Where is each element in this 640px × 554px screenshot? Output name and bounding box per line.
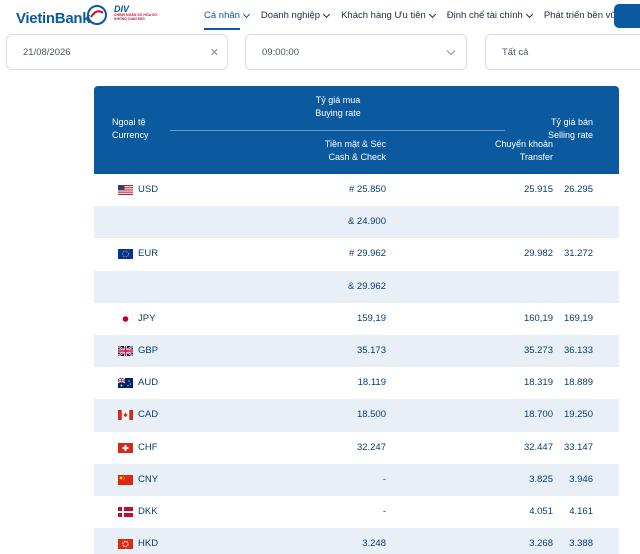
cash-rate: 18.500 xyxy=(356,409,386,421)
header-selling-rate: Tỷ giá bán Selling rate xyxy=(547,117,593,140)
table-row: USD # 25.850 25.915 26.295 xyxy=(94,174,619,206)
currency-code: CNY xyxy=(138,473,159,485)
selling-rate: 3.946 xyxy=(569,473,593,485)
transfer-rate: 25.915 xyxy=(523,184,553,195)
transfer-rate: 4.051 xyxy=(529,505,553,517)
header-cash-check: Tiền mặt & Séc Cash & Check xyxy=(324,139,386,162)
cash-rate: # 29.962 xyxy=(349,248,386,260)
table-row: EUR # 29.962 29.982 31.272 xyxy=(94,238,619,270)
selling-rate: 3.388 xyxy=(569,538,593,550)
time-value: 09:00:00 xyxy=(262,46,299,58)
currency-code: JPY xyxy=(138,312,156,324)
transfer-rate: 3.268 xyxy=(529,538,553,550)
selling-rate: 169,19 xyxy=(563,312,593,324)
cash-rate: 35.173 xyxy=(356,344,386,356)
transfer-rate: 29.982 xyxy=(523,248,553,260)
cash-rate: & 24.900 xyxy=(347,216,386,228)
table-row: HKD 3.248 3.268 3.388 xyxy=(94,528,619,554)
date-value: 21/08/2026 xyxy=(23,46,71,58)
logo-swirl-icon xyxy=(87,5,107,25)
table-row: DKK - 4.051 4.161 xyxy=(94,496,619,528)
transfer-rate: 160,19 xyxy=(523,312,553,324)
eu-flag-icon xyxy=(118,249,133,260)
table-row: JPY 159,19 160,19 169,19 xyxy=(94,303,619,335)
currency-value: Tất cả xyxy=(502,46,529,58)
cash-rate: 18.119 xyxy=(357,377,386,389)
currency-select[interactable]: Tất cả xyxy=(485,34,640,70)
header-action-button[interactable] xyxy=(614,4,640,28)
main-nav: Cá nhân Doanh nghiệp Khách hàng Ưu tiên … xyxy=(204,10,640,21)
chevron-down-icon xyxy=(428,10,436,18)
table-row: AUD 18.119 18.319 18.889 xyxy=(94,367,619,399)
vietinbank-logo[interactable]: VietinBank DIV CHÍNH NGÂN SỐ HÓA SỐ KHÔN… xyxy=(14,4,164,30)
au-flag-icon xyxy=(118,378,133,389)
currency-code: EUR xyxy=(138,248,159,260)
selling-rate: 19.250 xyxy=(563,409,593,421)
transfer-rate: 32.447 xyxy=(523,441,553,453)
cash-rate: & 29.962 xyxy=(347,280,386,292)
cash-rate: 32.247 xyxy=(356,441,386,453)
selling-rate: 26.295 xyxy=(563,184,593,195)
selling-rate: 31.272 xyxy=(563,248,593,260)
selling-rate: 33.147 xyxy=(563,441,593,453)
gb-flag-icon xyxy=(118,345,133,356)
ca-flag-icon xyxy=(118,410,133,421)
table-body: USD # 25.850 25.915 26.295 & 24.900 EUR # 29.9… xyxy=(94,174,619,554)
table-row: & 29.962 xyxy=(94,270,619,303)
cash-rate: 159,19 xyxy=(356,312,386,324)
transfer-rate: 18.319 xyxy=(523,377,553,389)
currency-code: GBP xyxy=(138,344,159,356)
chevron-down-icon xyxy=(446,46,456,56)
currency-code: CHF xyxy=(138,441,158,453)
nav-item-ca-nhan[interactable]: Cá nhân xyxy=(204,10,250,21)
currency-code: AUD xyxy=(138,377,159,389)
top-header: VietinBank DIV CHÍNH NGÂN SỐ HÓA SỐ KHÔN… xyxy=(0,0,640,32)
table-header: Ngoại tệ Currency Tỷ giá mua Buying rate T… xyxy=(94,86,619,174)
selling-rate: 4.161 xyxy=(569,505,593,517)
nav-item-doanh-nghiep[interactable]: Doanh nghiệp xyxy=(261,10,331,21)
header-buying-rate: Tỷ giá mua Buying rate xyxy=(315,95,361,118)
cash-rate: - xyxy=(382,473,386,485)
header-transfer: Chuyển khoản Transfer xyxy=(494,139,553,162)
header-currency: Ngoại tệ Currency xyxy=(112,117,149,140)
jp-flag-icon xyxy=(118,313,133,324)
currency-code: CAD xyxy=(138,409,159,421)
nav-item-dinh-che-tai-chinh[interactable]: Định chế tài chính xyxy=(447,10,533,21)
header-divider xyxy=(170,130,505,131)
nav-item-khach-hang-uu-tien[interactable]: Khách hàng Ưu tiên xyxy=(341,10,436,21)
clear-icon[interactable]: ✕ xyxy=(209,47,219,59)
transfer-rate: 18.700 xyxy=(523,409,553,421)
hk-flag-icon xyxy=(118,539,133,550)
us-flag-icon xyxy=(118,185,133,195)
cash-rate: 3.248 xyxy=(362,538,386,550)
currency-code: HKD xyxy=(138,538,159,550)
logo-wordmark: VietinBank xyxy=(16,10,91,27)
table-row: GBP 35.173 35.273 36.133 xyxy=(94,334,619,368)
ch-flag-icon xyxy=(118,442,133,453)
table-row: & 24.900 xyxy=(94,206,619,239)
currency-code: DKK xyxy=(138,505,158,517)
chevron-down-icon xyxy=(323,10,331,18)
chevron-down-icon xyxy=(242,10,250,18)
time-select[interactable]: 09:00:00 xyxy=(245,34,467,70)
table-row: CHF 32.247 32.447 33.147 xyxy=(94,432,619,464)
selling-rate: 18.889 xyxy=(563,377,593,389)
cash-rate: - xyxy=(382,505,386,517)
currency-code: USD xyxy=(138,184,159,195)
cn-flag-icon xyxy=(118,474,133,485)
transfer-rate: 35.273 xyxy=(523,344,553,356)
table-row: CNY - 3.825 3.946 xyxy=(94,463,619,496)
nav-item-phat-trien-ben-vung[interactable]: Phát triển bền vững xyxy=(544,10,638,21)
nav-active-indicator xyxy=(204,28,240,30)
div-badge-subtitle: CHÍNH NGÂN SỐ HÓA SỐ KHÔNG GIAN MỚI xyxy=(114,13,158,21)
date-input[interactable]: 21/08/2026 ✕ xyxy=(6,34,228,70)
transfer-rate: 3.825 xyxy=(529,473,553,485)
div-badge: DIV xyxy=(114,4,130,14)
table-row: CAD 18.500 18.700 19.250 xyxy=(94,399,619,432)
exchange-rate-table: Ngoại tệ Currency Tỷ giá mua Buying rate T… xyxy=(94,86,619,554)
selling-rate: 36.133 xyxy=(563,344,593,356)
cash-rate: # 25.850 xyxy=(349,184,386,195)
dk-flag-icon xyxy=(118,506,133,517)
chevron-down-icon xyxy=(525,10,533,18)
